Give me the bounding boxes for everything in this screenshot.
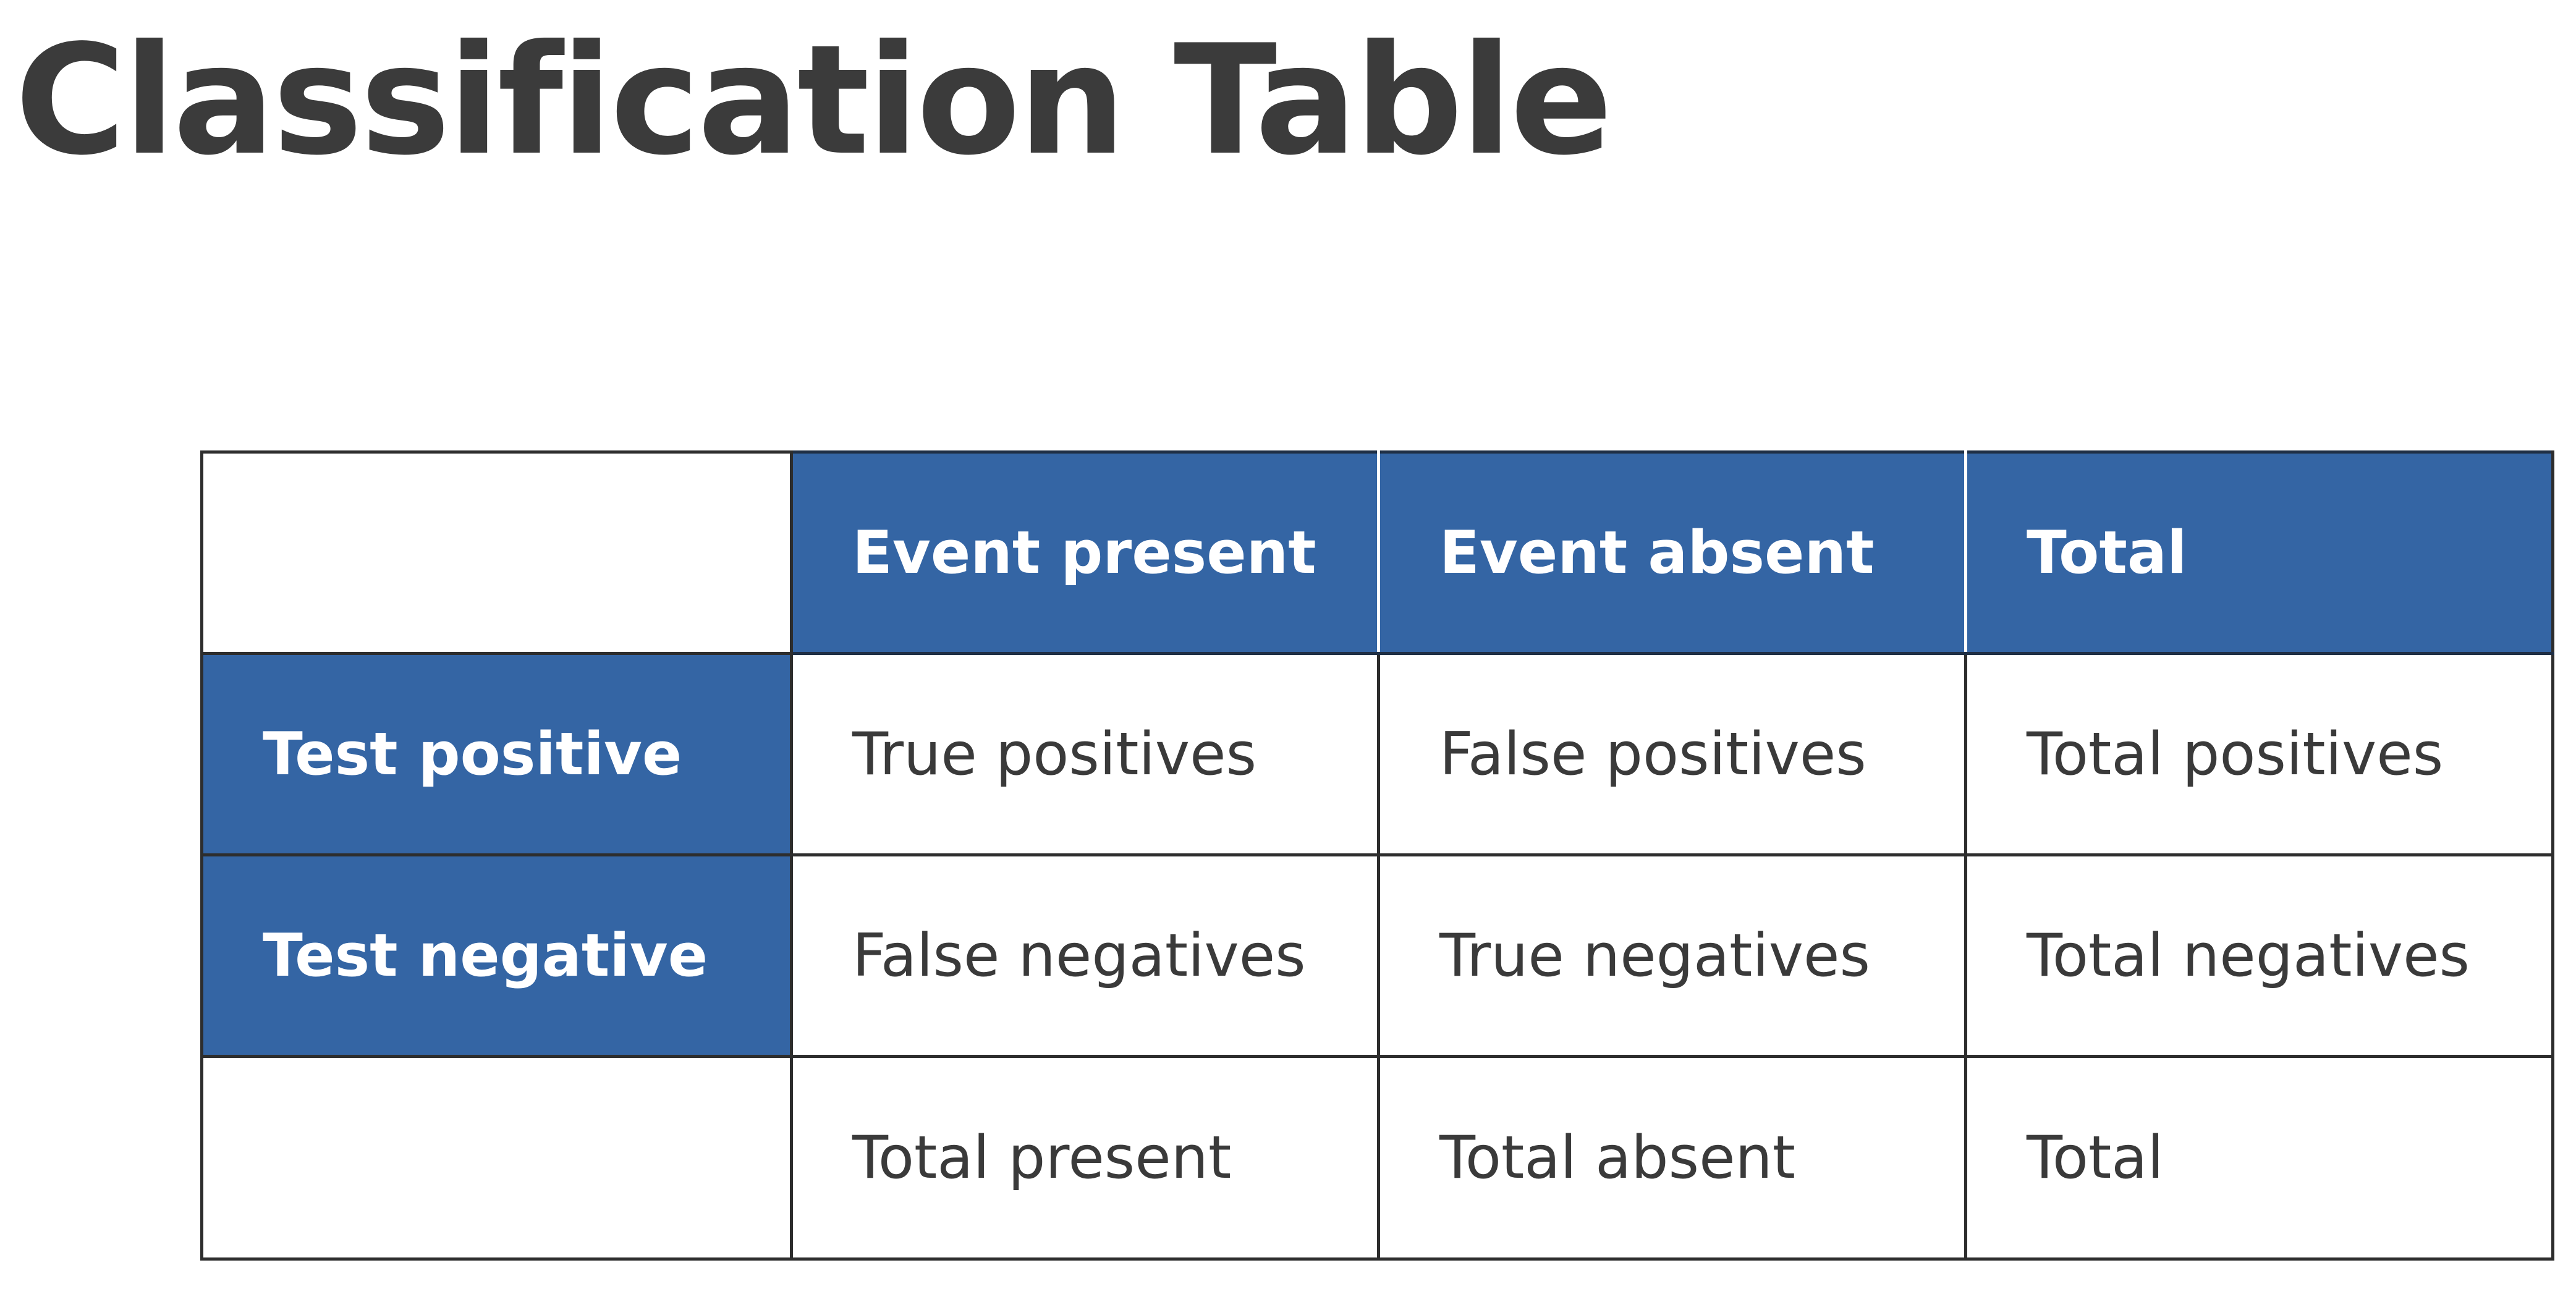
column-header-event-present: Event present (790, 450, 1380, 655)
classification-table: Event present Event absent Total Test po… (200, 450, 2554, 1261)
table-cell: False negatives (790, 853, 1380, 1058)
table-cell: Total absent (1377, 1055, 1967, 1261)
table-cell: True positives (790, 652, 1380, 856)
column-header-event-absent: Event absent (1377, 450, 1967, 655)
row-label-test-positive: Test positive (200, 652, 793, 856)
row-label-totals (200, 1055, 793, 1261)
row-label-test-negative: Test negative (200, 853, 793, 1058)
table-cell: Total negatives (1964, 853, 2554, 1058)
column-header-total: Total (1964, 450, 2554, 655)
table-cell: True negatives (1377, 853, 1967, 1058)
table-cell: False positives (1377, 652, 1967, 856)
table-row: Test negative False negatives True negat… (200, 853, 2554, 1058)
table-cell: Total positives (1964, 652, 2554, 856)
table-row: Test positive True positives False posit… (200, 652, 2554, 856)
table-corner-cell (200, 450, 793, 655)
page-title: Classification Table (15, 12, 1612, 188)
table-cell: Total (1964, 1055, 2554, 1261)
table-header-row: Event present Event absent Total (200, 450, 2554, 655)
table-row: Total present Total absent Total (200, 1055, 2554, 1261)
table-cell: Total present (790, 1055, 1380, 1261)
